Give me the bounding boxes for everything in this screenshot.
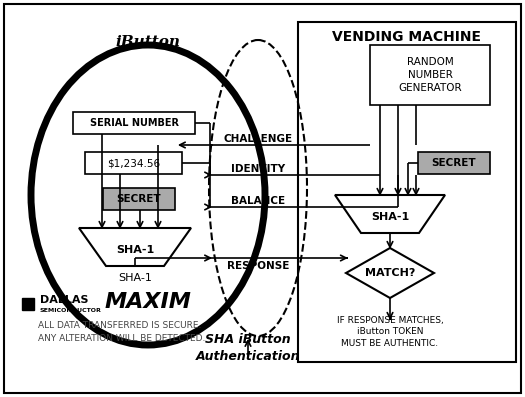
Text: iButton: iButton [116, 35, 181, 49]
Text: MAXIM: MAXIM [105, 292, 192, 312]
Polygon shape [346, 248, 434, 298]
Text: SECRET: SECRET [432, 158, 476, 168]
Text: SHA-1: SHA-1 [371, 212, 409, 222]
Text: VENDING MACHINE: VENDING MACHINE [332, 30, 481, 44]
Text: IDENTITY: IDENTITY [231, 164, 285, 174]
Text: SHA-1: SHA-1 [116, 245, 154, 255]
Text: BALANCE: BALANCE [231, 196, 285, 206]
Bar [298, 22, 516, 362]
Polygon shape [335, 195, 445, 233]
Bar [103, 188, 175, 210]
Ellipse shape [31, 45, 265, 345]
Text: ALL DATA TRANSFERRED IS SECURE.
ANY ALTERATION WILL BE DETECTED.: ALL DATA TRANSFERRED IS SECURE. ANY ALTE… [38, 321, 205, 343]
Text: MATCH?: MATCH? [365, 268, 415, 278]
Text: SEMICONDUCTOR: SEMICONDUCTOR [40, 308, 102, 312]
Text: SHA-1: SHA-1 [118, 273, 152, 283]
Polygon shape [79, 228, 191, 266]
Text: CHALLENGE: CHALLENGE [224, 134, 292, 144]
Bar [370, 45, 490, 105]
Bar [418, 152, 490, 174]
Text: RESPONSE: RESPONSE [227, 261, 289, 271]
Text: SECRET: SECRET [117, 194, 161, 204]
Text: RANDOM
NUMBER
GENERATOR: RANDOM NUMBER GENERATOR [398, 57, 462, 93]
Text: SERIAL NUMBER: SERIAL NUMBER [89, 118, 178, 128]
Bar [73, 112, 195, 134]
Text: IF RESPONSE MATCHES,
iButton TOKEN
MUST BE AUTHENTIC.: IF RESPONSE MATCHES, iButton TOKEN MUST … [337, 316, 444, 348]
Text: $1,234.56: $1,234.56 [107, 158, 160, 168]
Text: SHA iButton
Authentication: SHA iButton Authentication [196, 333, 300, 363]
Text: DALLAS: DALLAS [40, 295, 89, 305]
Bar [85, 152, 182, 174]
